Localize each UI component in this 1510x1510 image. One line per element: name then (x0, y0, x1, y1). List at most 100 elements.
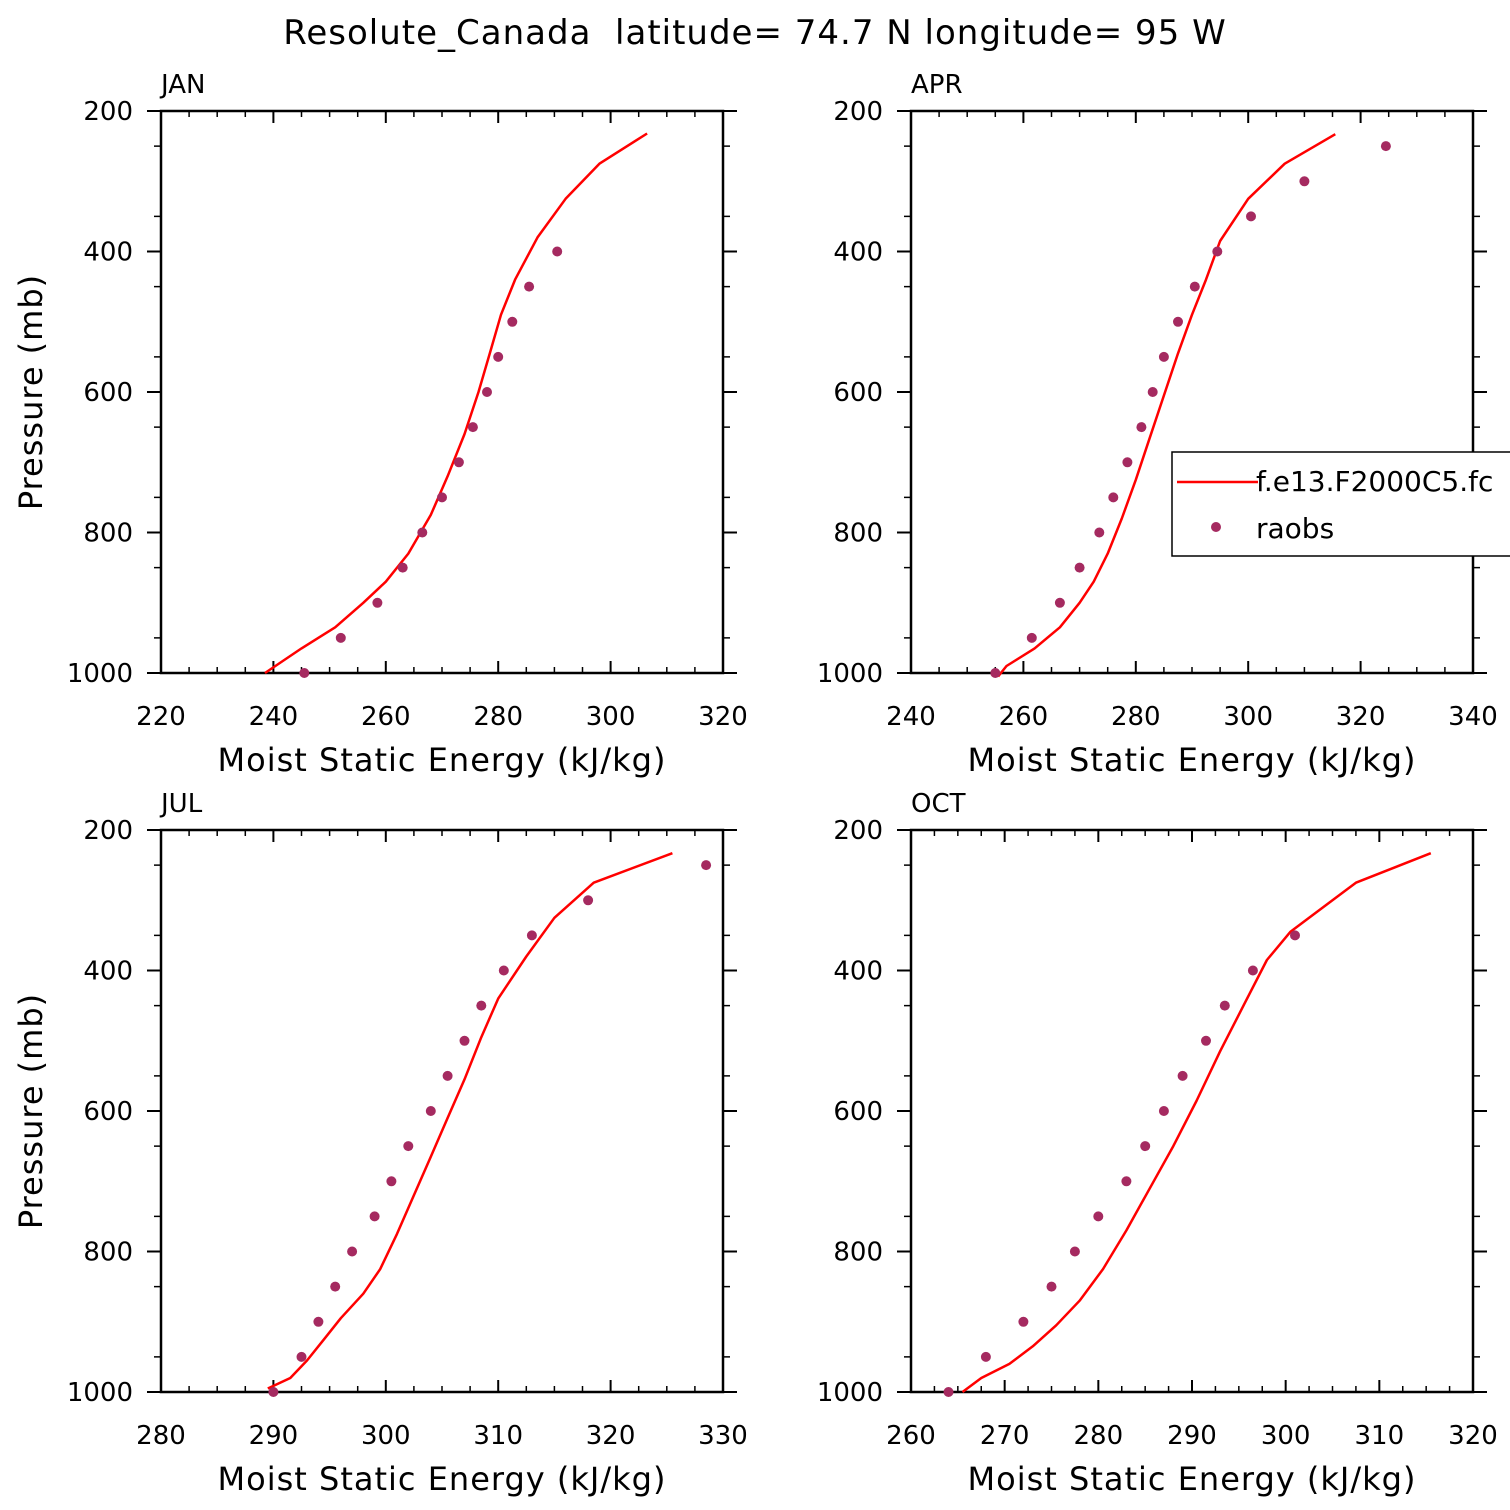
x-tick-label-oct: 290 (1167, 1421, 1217, 1451)
plot-frame-jul (159, 828, 725, 1394)
x-tick-label-jan: 220 (136, 702, 186, 732)
x-tick-label-jul: 290 (249, 1421, 299, 1451)
panel-jan: JAN 220 240 260 280 300 320 1000 800 600 400 200 Mo… (12, 70, 748, 779)
y-tick-label-jul: 400 (83, 957, 133, 987)
figure-title: Resolute_Canada latitude= 74.7 N longitu… (283, 13, 1226, 53)
x-axis-title-jul: Moist Static Energy (kJ/kg) (218, 1460, 667, 1498)
raobs-point-jul (347, 1246, 358, 1257)
raobs-point-apr (1380, 141, 1391, 152)
raobs-point-jul (583, 895, 594, 906)
panel-apr: APR 240 260 280 300 320 340 1000 800 600 400 200 Mo… (817, 70, 1498, 779)
raobs-point-jan (524, 281, 535, 292)
y-tick-label-oct: 200 (833, 816, 883, 846)
raobs-point-jan (552, 246, 563, 257)
y-tick-label-apr: 1000 (817, 659, 883, 689)
x-tick-label-oct: 310 (1355, 1421, 1405, 1451)
raobs-point-jul (442, 1070, 453, 1081)
raobs-point-oct (1177, 1070, 1188, 1081)
model-profile-line-jul (267, 852, 673, 1390)
x-tick-label-jan: 240 (249, 702, 299, 732)
x-tick-label-apr: 240 (886, 702, 936, 732)
raobs-point-jul (459, 1035, 470, 1046)
raobs-point-oct (1069, 1246, 1080, 1257)
plot-frame-apr (909, 109, 1475, 675)
raobs-point-jan (467, 422, 478, 433)
model-profile-line-oct (961, 852, 1432, 1394)
x-tick-label-apr: 300 (1223, 702, 1273, 732)
y-tick-label-apr: 200 (833, 97, 883, 127)
x-tick-label-jan: 280 (473, 702, 523, 732)
raobs-point-jul (425, 1106, 436, 1116)
panel-label-jan: JAN (159, 70, 205, 100)
raobs-point-oct (1219, 1000, 1230, 1011)
x-tick-label-jan: 320 (698, 702, 748, 732)
raobs-point-oct (1121, 1176, 1132, 1187)
panel-label-apr: APR (911, 70, 963, 100)
raobs-point-jan (437, 492, 447, 503)
raobs-point-jan (335, 632, 346, 643)
raobs-point-apr (1054, 597, 1065, 608)
y-tick-label-apr: 800 (833, 519, 883, 549)
raobs-point-apr (1158, 351, 1169, 362)
x-tick-label-oct: 320 (1448, 1421, 1498, 1451)
y-tick-label-jan: 200 (83, 97, 133, 127)
raobs-point-oct (1046, 1281, 1057, 1292)
y-tick-label-apr: 600 (833, 378, 883, 408)
legend-box (1171, 451, 1510, 557)
x-axis-title-oct: Moist Static Energy (kJ/kg) (968, 1460, 1417, 1498)
x-tick-label-jul: 330 (698, 1421, 748, 1451)
raobs-point-oct (980, 1351, 991, 1362)
raobs-point-jan (372, 597, 383, 608)
raobs-point-oct (1247, 965, 1258, 976)
model-profile-line-jan (264, 132, 648, 675)
y-axis-title-jul: Pressure (mb) (12, 993, 50, 1229)
raobs-point-apr (1246, 211, 1256, 222)
raobs-point-apr (1173, 316, 1183, 327)
raobs-point-oct (943, 1387, 954, 1397)
x-tick-label-apr: 280 (1111, 702, 1161, 732)
raobs-point-apr (1189, 281, 1200, 292)
raobs-point-jan (417, 527, 428, 538)
x-tick-label-jul: 310 (473, 1421, 523, 1451)
y-tick-label-jul: 1000 (67, 1378, 133, 1408)
raobs-point-apr (1136, 422, 1147, 433)
x-tick-label-oct: 260 (886, 1421, 936, 1451)
raobs-point-apr (1147, 387, 1158, 397)
y-tick-label-jan: 800 (83, 519, 133, 549)
raobs-point-jul (498, 965, 509, 976)
y-axis-title-jan: Pressure (mb) (12, 274, 50, 510)
y-tick-label-oct: 600 (833, 1097, 883, 1127)
raobs-point-jan (493, 351, 504, 362)
raobs-point-apr (1212, 246, 1223, 257)
raobs-point-oct (1140, 1141, 1151, 1152)
y-tick-label-jan: 400 (83, 238, 133, 268)
legend: f.e13.F2000C5.fc raobs (1171, 451, 1510, 557)
raobs-point-apr (1094, 527, 1105, 538)
raobs-point-jan (453, 457, 464, 468)
raobs-point-apr (1026, 632, 1037, 643)
raobs-point-apr (1122, 457, 1133, 468)
panel-oct: OCT 260 270 280 290 300 310 320 1000 800 600 400 20… (817, 789, 1498, 1498)
x-tick-label-oct: 280 (1074, 1421, 1124, 1451)
x-tick-label-oct: 300 (1261, 1421, 1311, 1451)
raobs-point-jan (507, 316, 518, 327)
raobs-point-oct (1093, 1211, 1104, 1222)
model-profile-line-apr (997, 133, 1336, 678)
x-tick-label-jan: 300 (586, 702, 636, 732)
y-tick-label-jan: 600 (83, 378, 133, 408)
raobs-point-jan (482, 387, 492, 397)
raobs-point-jul (330, 1281, 341, 1292)
panel-jul: JUL 280 290 300 310 320 330 1000 800 600 400 200 Mo… (12, 789, 748, 1498)
raobs-point-jul (476, 1000, 487, 1011)
raobs-point-oct (1290, 930, 1300, 941)
raobs-point-oct (1201, 1035, 1211, 1046)
raobs-point-jul (386, 1176, 397, 1187)
x-axis-title-jan: Moist Static Energy (kJ/kg) (218, 741, 667, 779)
x-tick-label-apr: 260 (999, 702, 1049, 732)
legend-label-raobs: raobs (1256, 512, 1334, 545)
raobs-point-oct (1158, 1106, 1169, 1116)
raobs-point-jul (369, 1211, 380, 1222)
y-tick-label-oct: 800 (833, 1238, 883, 1268)
raobs-point-jul (701, 860, 712, 871)
x-tick-label-jul: 320 (586, 1421, 636, 1451)
